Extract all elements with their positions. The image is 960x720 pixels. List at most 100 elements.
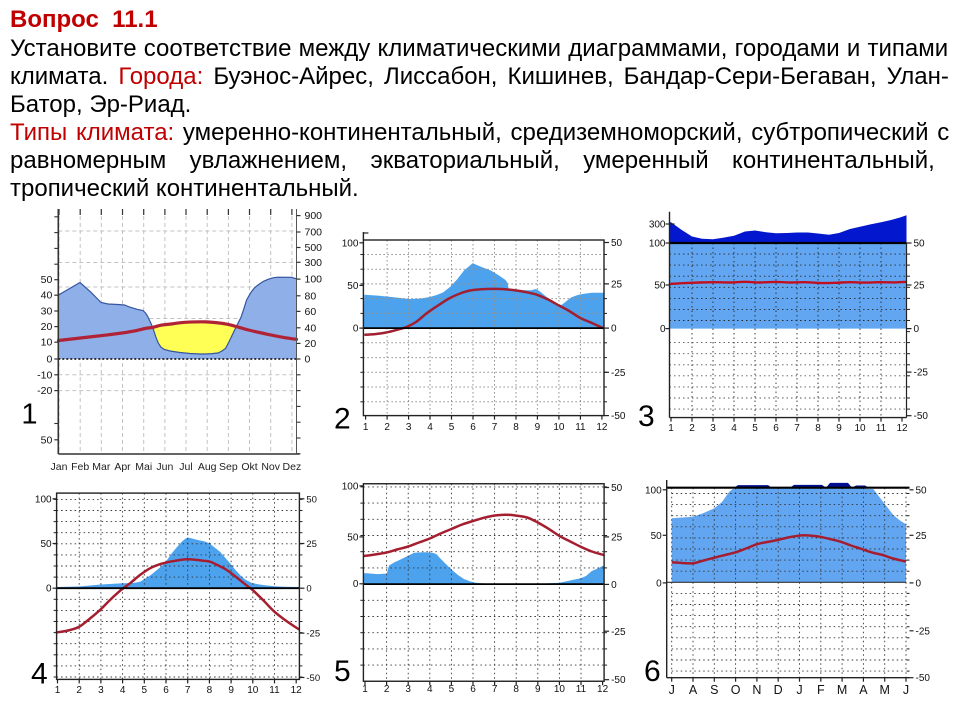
svg-text:0: 0 — [46, 584, 52, 595]
svg-text:4: 4 — [31, 658, 48, 691]
svg-text:Mar: Mar — [92, 461, 111, 473]
svg-text:0: 0 — [611, 324, 617, 335]
svg-text:9: 9 — [535, 422, 541, 433]
svg-text:100: 100 — [342, 481, 359, 492]
svg-text:0: 0 — [656, 578, 662, 589]
svg-text:11: 11 — [575, 422, 586, 433]
svg-text:12: 12 — [896, 423, 908, 434]
svg-text:Jan: Jan — [51, 461, 68, 473]
svg-text:7: 7 — [185, 685, 191, 696]
svg-text:50: 50 — [611, 483, 623, 494]
svg-text:6: 6 — [163, 685, 169, 696]
svg-text:30: 30 — [41, 306, 53, 318]
svg-text:11: 11 — [576, 684, 587, 695]
svg-text:6: 6 — [644, 655, 661, 688]
svg-text:0: 0 — [306, 584, 311, 595]
svg-text:10: 10 — [553, 422, 565, 433]
svg-text:900: 900 — [305, 210, 323, 222]
svg-text:D: D — [774, 683, 783, 697]
svg-text:0: 0 — [916, 578, 922, 589]
svg-text:50: 50 — [306, 494, 317, 505]
svg-text:25: 25 — [914, 281, 926, 292]
svg-text:Nov: Nov — [261, 461, 280, 473]
svg-text:300: 300 — [649, 220, 666, 231]
svg-text:-50: -50 — [914, 411, 929, 422]
svg-text:20: 20 — [41, 321, 53, 333]
svg-text:N: N — [752, 683, 761, 697]
svg-text:12: 12 — [597, 684, 609, 695]
svg-text:10: 10 — [247, 685, 259, 696]
svg-text:3: 3 — [638, 400, 655, 433]
svg-text:Mai: Mai — [135, 461, 152, 473]
svg-text:-25: -25 — [611, 368, 626, 379]
svg-text:-50: -50 — [916, 673, 931, 684]
svg-text:O: O — [731, 683, 741, 697]
svg-text:A: A — [689, 683, 698, 697]
svg-text:50: 50 — [651, 531, 663, 542]
svg-text:Aug: Aug — [198, 461, 217, 473]
svg-text:50: 50 — [914, 239, 926, 250]
svg-text:12: 12 — [596, 422, 608, 433]
svg-text:700: 700 — [305, 227, 323, 239]
svg-text:3: 3 — [710, 423, 716, 434]
svg-text:Feb: Feb — [71, 461, 89, 473]
svg-text:10: 10 — [554, 684, 566, 695]
svg-text:1: 1 — [362, 684, 368, 695]
svg-text:7: 7 — [794, 423, 800, 434]
svg-text:J: J — [669, 683, 675, 697]
svg-text:300: 300 — [305, 257, 323, 269]
svg-text:3: 3 — [406, 422, 412, 433]
svg-text:-50: -50 — [306, 673, 320, 684]
svg-text:8: 8 — [207, 685, 213, 696]
svg-text:0: 0 — [305, 354, 311, 366]
svg-text:0: 0 — [353, 579, 359, 590]
svg-text:Jul: Jul — [179, 461, 192, 473]
svg-text:50: 50 — [40, 539, 52, 550]
svg-text:11: 11 — [269, 685, 280, 696]
svg-text:100: 100 — [305, 274, 323, 286]
svg-text:5: 5 — [449, 684, 455, 695]
svg-text:6: 6 — [470, 684, 476, 695]
svg-text:100: 100 — [35, 494, 52, 505]
svg-text:F: F — [817, 683, 825, 697]
svg-text:7: 7 — [492, 422, 498, 433]
svg-text:50: 50 — [654, 281, 666, 292]
svg-text:S: S — [710, 683, 718, 697]
svg-text:8: 8 — [513, 422, 519, 433]
svg-text:4: 4 — [731, 423, 737, 434]
svg-text:25: 25 — [611, 279, 623, 290]
svg-text:M: M — [879, 683, 889, 697]
svg-text:5: 5 — [449, 422, 455, 433]
svg-text:6: 6 — [470, 422, 476, 433]
svg-text:9: 9 — [535, 684, 541, 695]
svg-text:5: 5 — [752, 423, 758, 434]
svg-text:0: 0 — [46, 354, 52, 366]
svg-text:10: 10 — [854, 423, 866, 434]
svg-text:50: 50 — [347, 281, 359, 292]
svg-text:-50: -50 — [611, 411, 626, 422]
svg-text:25: 25 — [611, 532, 623, 543]
svg-text:2: 2 — [334, 403, 351, 436]
svg-text:0: 0 — [353, 324, 359, 335]
svg-text:8: 8 — [815, 423, 821, 434]
svg-text:100: 100 — [645, 485, 662, 496]
svg-text:50: 50 — [41, 274, 53, 286]
svg-text:9: 9 — [836, 423, 842, 434]
svg-text:-25: -25 — [306, 629, 320, 640]
svg-text:80: 80 — [305, 290, 317, 302]
svg-text:0: 0 — [914, 324, 920, 335]
svg-text:4: 4 — [427, 684, 433, 695]
svg-text:50: 50 — [347, 532, 359, 543]
svg-text:-20: -20 — [37, 385, 52, 397]
svg-text:-25: -25 — [914, 368, 929, 379]
svg-text:50: 50 — [41, 434, 53, 446]
svg-text:Sep: Sep — [219, 461, 238, 473]
svg-text:Dez: Dez — [283, 461, 302, 473]
svg-text:500: 500 — [305, 242, 323, 254]
svg-text:100: 100 — [649, 239, 666, 250]
svg-text:1: 1 — [363, 422, 369, 433]
svg-text:-10: -10 — [37, 369, 52, 381]
svg-text:J: J — [796, 683, 802, 697]
svg-text:100: 100 — [342, 238, 359, 249]
svg-text:5: 5 — [334, 655, 351, 688]
